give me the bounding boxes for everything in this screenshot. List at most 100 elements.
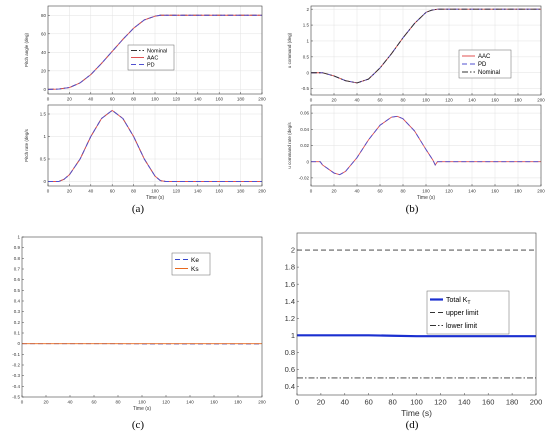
x-tick-label: 80 bbox=[400, 189, 406, 194]
x-tick-label: 180 bbox=[514, 189, 522, 194]
x-tick-label: 140 bbox=[186, 400, 194, 405]
x-tick-label: 20 bbox=[331, 98, 337, 103]
y-tick-label: 80 bbox=[41, 13, 47, 18]
x-tick-label: 0 bbox=[310, 98, 313, 103]
x-axis-label: Time (s) bbox=[146, 195, 164, 201]
x-tick-label: 80 bbox=[131, 97, 137, 102]
y-axis-label: Pitch angle (deg) bbox=[24, 32, 29, 67]
y-tick-label: -0.3 bbox=[12, 373, 20, 378]
y-tick-label: -0.5 bbox=[301, 86, 309, 91]
x-tick-label: 180 bbox=[506, 398, 519, 407]
x-tick-label: 80 bbox=[115, 400, 121, 405]
y-tick-label: 0 bbox=[306, 70, 309, 75]
legend-label: Ke bbox=[191, 257, 199, 264]
plot-area bbox=[22, 237, 262, 397]
y-tick-label: -0.02 bbox=[299, 175, 310, 180]
legend: AAC PD Nominal bbox=[458, 49, 512, 79]
legend: Total KT upper limit lower limit bbox=[426, 290, 510, 335]
y-tick-label: 1 bbox=[17, 235, 20, 240]
y-axis-label: u command (deg) bbox=[287, 32, 292, 68]
y-tick-label: 2 bbox=[306, 7, 309, 12]
axes-frame bbox=[310, 104, 542, 187]
x-tick-label: 160 bbox=[215, 97, 223, 102]
x-tick-label: 120 bbox=[162, 400, 170, 405]
x-tick-label: 120 bbox=[445, 189, 453, 194]
x-tick-label: 0 bbox=[47, 189, 50, 194]
series-line-nominal bbox=[311, 8, 541, 84]
axes-frame bbox=[310, 5, 542, 96]
x-tick-label: 0 bbox=[310, 189, 313, 194]
caption-a: (a) bbox=[132, 203, 145, 215]
x-tick-label: 80 bbox=[131, 189, 137, 194]
y-tick-label: 0.3 bbox=[14, 309, 21, 314]
axes-frame bbox=[296, 232, 537, 396]
chart-b1: 0 20 40 60 80 100 120 140 160 180 200 -0.5 0 0.5 1 1.5 2… bbox=[287, 5, 545, 103]
x-tick-label: 120 bbox=[434, 398, 447, 407]
chart-d: 0 20 40 60 80 100 120 140 160 180 200 0.4 0.6 0.8 1 1.2… bbox=[285, 232, 542, 418]
y-tick-label: 0.9 bbox=[14, 245, 21, 250]
legend-label: AAC bbox=[478, 54, 491, 60]
x-tick-label: 140 bbox=[194, 189, 202, 194]
series-line-pd bbox=[311, 8, 541, 84]
y-tick-label: 1 bbox=[291, 331, 295, 340]
y-tick-label: 1.2 bbox=[285, 314, 295, 323]
series-line-total-k bbox=[297, 334, 536, 338]
y-tick-label: 0.04 bbox=[300, 127, 309, 132]
y-tick-label: 0.4 bbox=[14, 299, 21, 304]
y-tick-label: 0 bbox=[43, 179, 46, 184]
y-tick-label: 0.06 bbox=[300, 111, 309, 116]
x-tick-label: 180 bbox=[514, 98, 522, 103]
series-line-pd bbox=[47, 14, 262, 90]
x-tick-label: 40 bbox=[341, 398, 349, 407]
x-tick-label: 60 bbox=[377, 98, 383, 103]
x-tick-label: 80 bbox=[388, 398, 396, 407]
x-axis-label: Time (s) bbox=[401, 408, 432, 418]
chart-a2: 0 20 40 60 80 100 120 140 160 180 200 0 0.5 1 1.5 Time … bbox=[24, 104, 266, 201]
legend-label: Total KT bbox=[446, 297, 471, 306]
x-tick-label: 200 bbox=[537, 98, 545, 103]
x-tick-label: 60 bbox=[365, 398, 373, 407]
x-tick-label: 40 bbox=[354, 98, 360, 103]
x-tick-label: 0 bbox=[21, 400, 24, 405]
y-tick-label: -0.2 bbox=[12, 363, 20, 368]
x-tick-label: 100 bbox=[422, 98, 430, 103]
y-tick-label: 0.8 bbox=[285, 348, 295, 357]
chart-c: 0 20 40 60 80 100 120 140 160 180 200 -0.5 -0.4 -0.3 -… bbox=[12, 235, 266, 412]
x-tick-label: 60 bbox=[377, 189, 383, 194]
x-tick-label: 140 bbox=[458, 398, 471, 407]
x-tick-label: 40 bbox=[67, 400, 73, 405]
y-tick-label: 0.5 bbox=[40, 157, 47, 162]
y-axis-label: Pitch rate (deg/s bbox=[24, 128, 29, 162]
x-axis-label: Time (s) bbox=[133, 406, 151, 412]
caption-b: (b) bbox=[406, 203, 419, 215]
x-tick-label: 20 bbox=[67, 189, 73, 194]
x-tick-label: 60 bbox=[110, 189, 116, 194]
x-tick-label: 100 bbox=[151, 97, 159, 102]
y-tick-label: 0.6 bbox=[285, 365, 295, 374]
x-tick-label: 200 bbox=[258, 189, 266, 194]
axes-frame bbox=[47, 104, 263, 187]
legend-box bbox=[171, 252, 211, 276]
y-tick-label: 0.5 bbox=[14, 288, 21, 293]
x-tick-label: 160 bbox=[491, 189, 499, 194]
y-tick-label: 0 bbox=[43, 87, 46, 92]
x-tick-label: 200 bbox=[258, 400, 266, 405]
x-tick-label: 120 bbox=[173, 189, 181, 194]
x-axis-label: Time (s) bbox=[417, 195, 435, 201]
y-tick-label: 0.5 bbox=[303, 54, 310, 59]
x-tick-label: 120 bbox=[445, 98, 453, 103]
y-tick-label: 0.7 bbox=[14, 267, 21, 272]
y-tick-label: 60 bbox=[41, 31, 47, 36]
y-tick-label: 1.4 bbox=[285, 297, 295, 306]
x-tick-label: 160 bbox=[215, 189, 223, 194]
x-tick-label: 100 bbox=[422, 189, 430, 194]
legend-label: PD bbox=[147, 62, 155, 68]
legend-label: upper limit bbox=[446, 310, 478, 317]
y-tick-label: 1.6 bbox=[285, 280, 295, 289]
y-tick-label: 0 bbox=[17, 341, 20, 346]
x-tick-label: 100 bbox=[151, 189, 159, 194]
x-tick-label: 140 bbox=[468, 98, 476, 103]
y-tick-label: 2 bbox=[291, 246, 295, 255]
